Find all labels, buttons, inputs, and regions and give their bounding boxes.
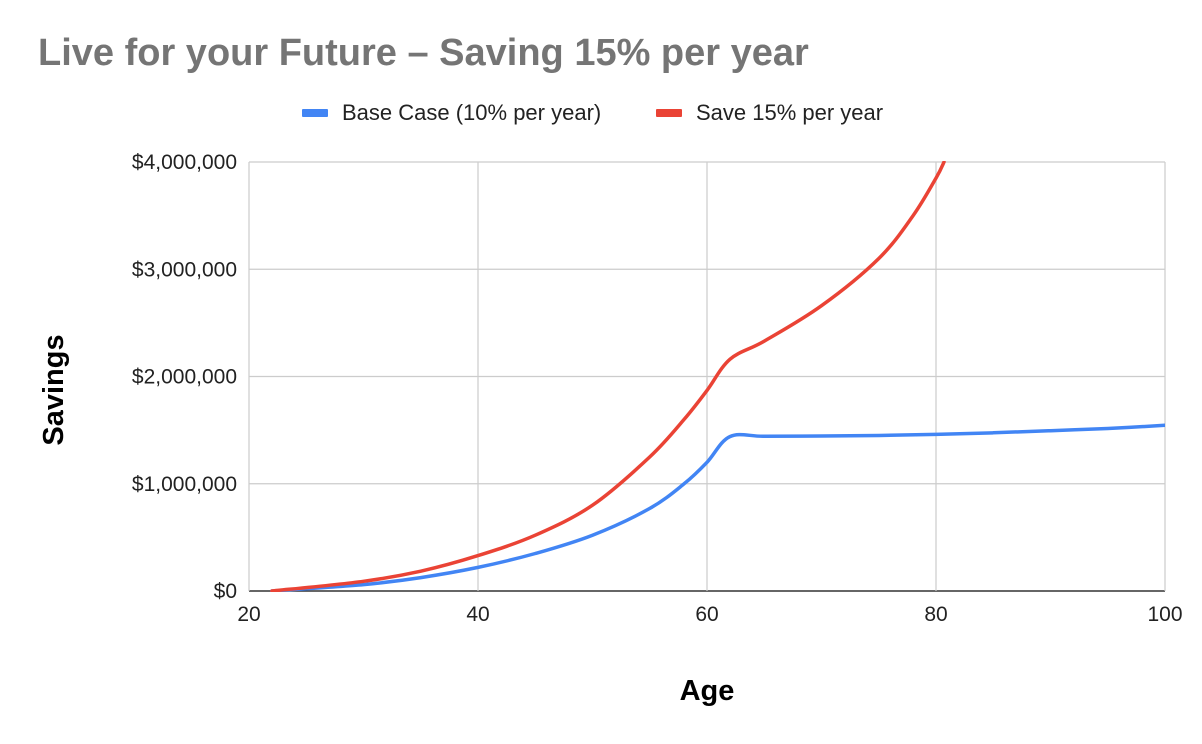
x-tick-label: 60 xyxy=(695,603,718,626)
x-tick-label: 40 xyxy=(466,603,489,626)
y-tick-label: $3,000,000 xyxy=(132,258,237,281)
tick-labels: $0 $1,000,000 $2,000,000 $3,000,000 $4,000,0… xyxy=(132,151,1183,626)
x-tick-label: 100 xyxy=(1147,603,1182,626)
y-axis-title: Savings xyxy=(38,334,70,445)
legend-label-save-15: Save 15% per year xyxy=(696,100,884,125)
series-line-base-case[interactable] xyxy=(270,423,1165,592)
x-tick-label: 80 xyxy=(924,603,947,626)
legend-swatch-base-case xyxy=(302,109,328,117)
series-line-save-15[interactable] xyxy=(270,161,946,592)
legend-item-save-15[interactable]: Save 15% per year xyxy=(656,98,883,128)
y-tick-label: $2,000,000 xyxy=(132,366,237,389)
y-tick-label: $4,000,000 xyxy=(132,151,237,174)
legend-item-base-case[interactable]: Base Case (10% per year) xyxy=(302,98,601,128)
series-lines xyxy=(270,161,1165,592)
x-tick-label: 20 xyxy=(237,603,260,626)
legend: Base Case (10% per year) Save 15% per ye… xyxy=(0,98,1202,128)
y-tick-label: $0 xyxy=(214,580,237,603)
legend-swatch-save-15 xyxy=(656,109,682,117)
gridlines xyxy=(248,161,1166,592)
y-tick-label: $1,000,000 xyxy=(132,473,237,496)
x-axis-title: Age xyxy=(680,675,735,707)
chart-title: Live for your Future – Saving 15% per ye… xyxy=(38,32,809,74)
legend-label-base-case: Base Case (10% per year) xyxy=(342,100,602,125)
